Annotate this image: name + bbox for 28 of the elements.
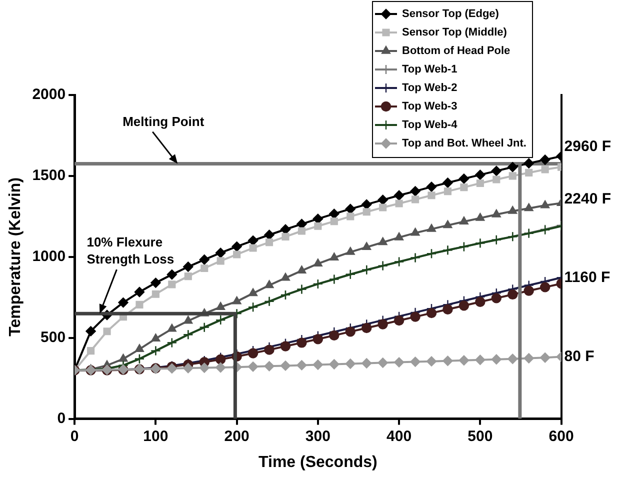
legend-label: Top Web-3	[402, 100, 458, 113]
x-tick-label: 200	[224, 428, 250, 445]
legend-label: Top Web-1	[402, 64, 458, 76]
x-tick-label: 500	[468, 428, 493, 445]
y-tick-label: 1500	[32, 167, 66, 184]
y-axis-title: Temperature (Kelvin)	[7, 177, 24, 336]
x-tick-label: 100	[143, 428, 168, 445]
y-tick-label: 0	[57, 410, 66, 427]
y-tick-label: 500	[40, 328, 66, 346]
y2-tick-label: 1160 F	[564, 269, 610, 286]
y-tick-label: 1000	[32, 248, 66, 266]
x-tick-label: 300	[305, 428, 330, 445]
annotation: Melting Point	[122, 114, 205, 129]
legend-label: Sensor Top (Middle)	[402, 26, 508, 39]
annotation: 10% Flexure Strength Loss	[86, 234, 174, 267]
y2-tick-label: 2240 F	[564, 190, 612, 208]
x-axis-title: Time (Seconds)	[258, 454, 378, 471]
legend-label: Top and Bot. Wheel Jnt.	[402, 138, 526, 150]
x-tick-label: 0	[70, 428, 79, 445]
x-tick-label: 600	[548, 428, 574, 445]
legend-label: Bottom of Head Pole	[402, 45, 510, 58]
legend-label: Top Web-4	[402, 119, 458, 132]
y2-tick-label: 80 F	[564, 348, 594, 365]
x-tick-label: 400	[386, 428, 412, 445]
y-tick-label: 2000	[32, 86, 66, 104]
legend-label: Sensor Top (Edge)	[402, 8, 500, 20]
legend-label: Top Web-2	[402, 82, 458, 94]
y2-tick-label: 2960 F	[564, 138, 612, 155]
